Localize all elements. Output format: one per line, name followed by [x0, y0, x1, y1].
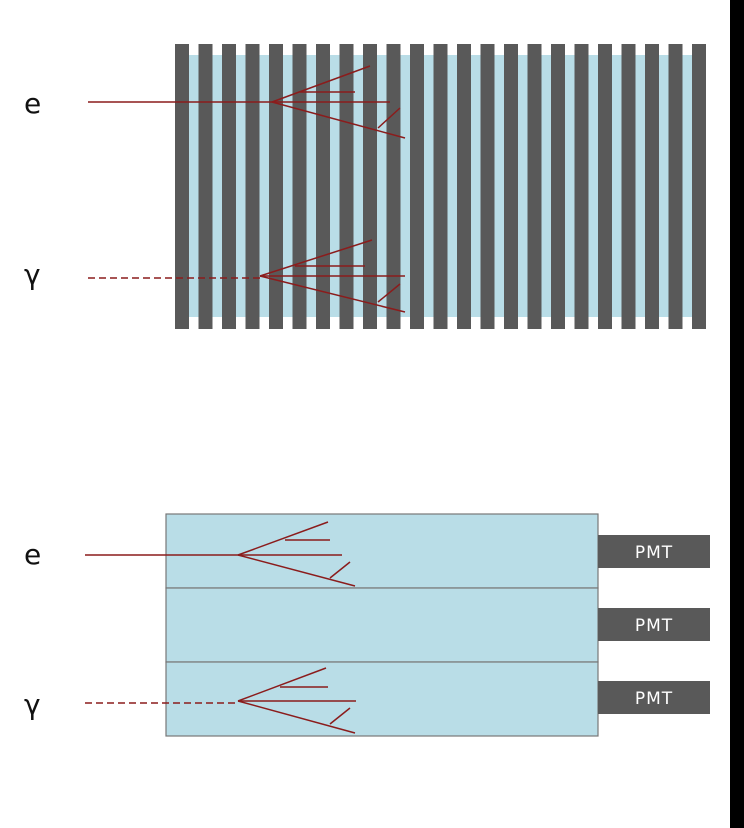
shower-branch: [259, 275, 406, 313]
absorber-plate: [457, 44, 471, 329]
absorber-plate: [292, 44, 307, 329]
shower-branch: [237, 554, 356, 587]
pmt-label: PMT: [635, 616, 673, 636]
homogeneous-calorimeter: PMT PMT PMT e γ: [24, 513, 710, 737]
absorber-plate: [222, 44, 236, 329]
pmt-module: PMT: [598, 535, 710, 568]
absorber-plate: [198, 44, 213, 329]
absorber-plate: [645, 44, 659, 329]
sampling-calorimeter: e γ: [24, 44, 706, 329]
crystal-block: [165, 587, 599, 663]
electron-shower: [85, 521, 356, 587]
absorber-plate: [386, 44, 401, 329]
photon-label: γ: [24, 688, 41, 721]
absorber-plate: [527, 44, 542, 329]
shower-branch: [237, 700, 356, 734]
photon-shower: [85, 667, 356, 734]
absorber-plates: [175, 44, 706, 329]
pmt-box: [598, 535, 710, 568]
pmt-box: [598, 681, 710, 714]
absorber-plate: [363, 44, 377, 329]
electron-shower: [88, 65, 406, 139]
absorber-plate: [668, 44, 683, 329]
absorber-plate: [574, 44, 589, 329]
absorber-plate: [551, 44, 565, 329]
absorber-plate: [480, 44, 495, 329]
electron-label: e: [24, 538, 41, 571]
shower-branch: [259, 239, 373, 277]
right-edge-bar: [730, 0, 744, 828]
shower-branch: [271, 65, 371, 103]
pmt-box: [598, 608, 710, 641]
absorber-plate: [245, 44, 260, 329]
shower-branch: [377, 107, 401, 129]
absorber-plate: [598, 44, 612, 329]
pmt-module: PMT: [598, 681, 710, 714]
absorber-plate: [339, 44, 354, 329]
absorber-plate: [269, 44, 283, 329]
shower-branch: [329, 707, 351, 725]
photon-shower: [88, 239, 406, 313]
absorber-plate: [692, 44, 706, 329]
absorber-plate: [316, 44, 330, 329]
pmt-label: PMT: [635, 543, 673, 563]
shower-branch: [329, 561, 351, 579]
absorber-plate: [433, 44, 448, 329]
absorber-plate: [410, 44, 424, 329]
absorber-plate: [504, 44, 518, 329]
pmt-module: PMT: [598, 608, 710, 641]
pmt-label: PMT: [635, 689, 673, 709]
shower-branch: [237, 521, 329, 556]
photon-label: γ: [24, 258, 41, 291]
absorber-plate: [621, 44, 636, 329]
shower-branch: [237, 667, 327, 702]
crystal-block: [165, 513, 599, 589]
shower-branch: [271, 101, 406, 139]
crystal-block: [165, 661, 599, 737]
shower-branch: [377, 283, 401, 303]
absorber-plate: [175, 44, 189, 329]
electron-label: e: [24, 87, 41, 120]
